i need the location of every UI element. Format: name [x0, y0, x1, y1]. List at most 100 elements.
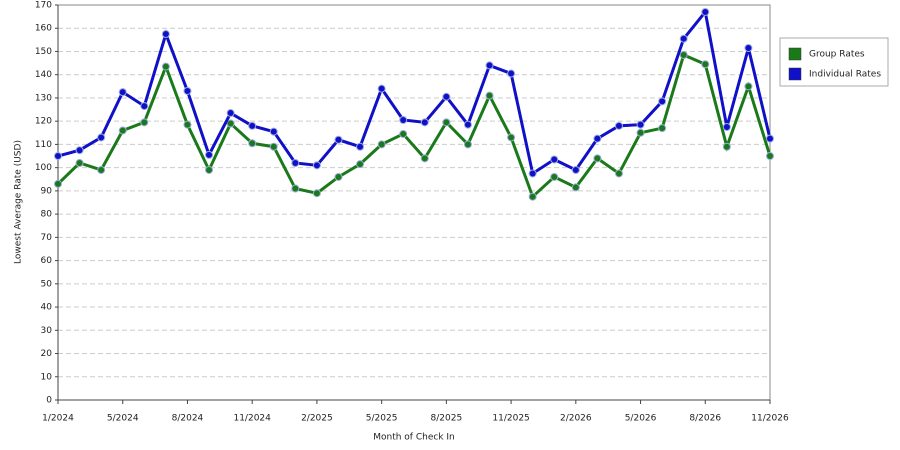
plot-area	[57, 4, 771, 401]
data-point	[97, 133, 106, 142]
y-tick-label: 160	[35, 24, 52, 34]
y-axis-title: Lowest Average Rate (USD)	[14, 140, 24, 264]
data-point	[614, 121, 623, 130]
x-tick-label: 11/2026	[751, 414, 789, 424]
data-point	[54, 152, 62, 161]
data-point	[550, 155, 559, 164]
x-tick-label: 1/2024	[42, 414, 74, 424]
x-tick-label: 8/2026	[689, 414, 721, 424]
data-point	[701, 7, 710, 16]
data-point	[679, 34, 688, 43]
data-point	[291, 184, 300, 193]
y-tick-label: 120	[35, 117, 52, 127]
data-point	[399, 129, 408, 138]
y-tick-label: 150	[35, 47, 52, 57]
data-point	[528, 169, 537, 178]
y-tick-label: 60	[41, 256, 53, 266]
data-point	[140, 102, 149, 111]
y-tick-label: 20	[41, 349, 53, 359]
data-point	[550, 172, 559, 181]
data-point	[205, 165, 214, 174]
series-line	[57, 8, 772, 176]
data-point	[183, 86, 192, 95]
data-point	[140, 118, 149, 127]
x-tick-label: 11/2024	[233, 414, 271, 424]
legend-swatch	[788, 67, 802, 81]
data-point	[205, 150, 214, 159]
data-point	[420, 154, 429, 163]
data-point	[356, 160, 365, 169]
data-point	[442, 118, 451, 127]
data-point	[75, 146, 84, 155]
data-point	[744, 43, 753, 52]
data-point	[183, 120, 192, 129]
data-point	[226, 119, 235, 128]
data-point	[722, 122, 731, 131]
data-point	[485, 91, 494, 100]
data-point	[658, 124, 667, 133]
y-tick-label: 130	[35, 93, 52, 103]
data-point	[399, 116, 408, 125]
data-point	[593, 154, 602, 163]
data-point	[442, 92, 451, 101]
y-tick-label: 70	[41, 233, 53, 243]
y-tick-label: 10	[41, 372, 53, 382]
y-tick-label: 170	[35, 1, 52, 11]
data-point	[485, 61, 494, 70]
series-line	[56, 52, 772, 200]
legend-label: Group Rates	[809, 50, 865, 60]
data-point	[269, 127, 278, 136]
data-point	[377, 140, 386, 149]
y-tick-label: 0	[46, 396, 52, 406]
x-tick-label: 2/2026	[560, 414, 592, 424]
x-tick-label: 5/2026	[625, 414, 657, 424]
data-point	[463, 120, 472, 129]
data-point	[118, 126, 127, 135]
legend-label: Individual Rates	[809, 70, 881, 80]
y-tick-label: 100	[35, 163, 52, 173]
data-point	[161, 62, 170, 71]
data-point	[312, 161, 321, 170]
x-tick-label: 5/2024	[107, 414, 139, 424]
data-point	[420, 118, 429, 127]
data-point	[744, 82, 753, 91]
data-point	[679, 50, 688, 59]
data-point	[507, 69, 516, 78]
data-point	[701, 60, 710, 69]
y-tick-label: 140	[35, 70, 52, 80]
data-point	[766, 152, 774, 161]
data-point	[636, 120, 645, 129]
data-point	[269, 142, 278, 151]
data-point	[312, 189, 321, 198]
data-point	[463, 140, 472, 149]
y-tick-label: 50	[41, 279, 53, 289]
x-tick-label: 5/2025	[366, 414, 398, 424]
data-point	[334, 135, 343, 144]
data-point	[248, 139, 257, 148]
data-point	[161, 30, 170, 39]
data-point	[291, 159, 300, 167]
data-point	[571, 165, 580, 174]
x-tick-label: 11/2025	[492, 414, 529, 424]
data-point	[636, 128, 645, 137]
x-axis-title: Month of Check In	[373, 433, 455, 443]
data-point	[377, 84, 386, 93]
legend-swatch	[788, 47, 802, 61]
data-point	[722, 142, 731, 151]
data-point	[334, 172, 343, 181]
y-tick-label: 40	[41, 303, 53, 313]
data-point	[75, 159, 84, 167]
data-point	[356, 142, 365, 151]
data-point	[54, 179, 62, 188]
x-tick-label: 8/2025	[431, 414, 463, 424]
data-point	[226, 109, 235, 118]
y-tick-label: 110	[35, 140, 52, 150]
y-tick-label: 80	[41, 210, 53, 220]
data-point	[248, 121, 257, 130]
data-point	[528, 192, 537, 201]
y-tick-label: 90	[41, 186, 53, 196]
data-point	[118, 88, 127, 97]
x-tick-label: 8/2024	[172, 414, 204, 424]
y-tick-label: 30	[41, 326, 53, 336]
